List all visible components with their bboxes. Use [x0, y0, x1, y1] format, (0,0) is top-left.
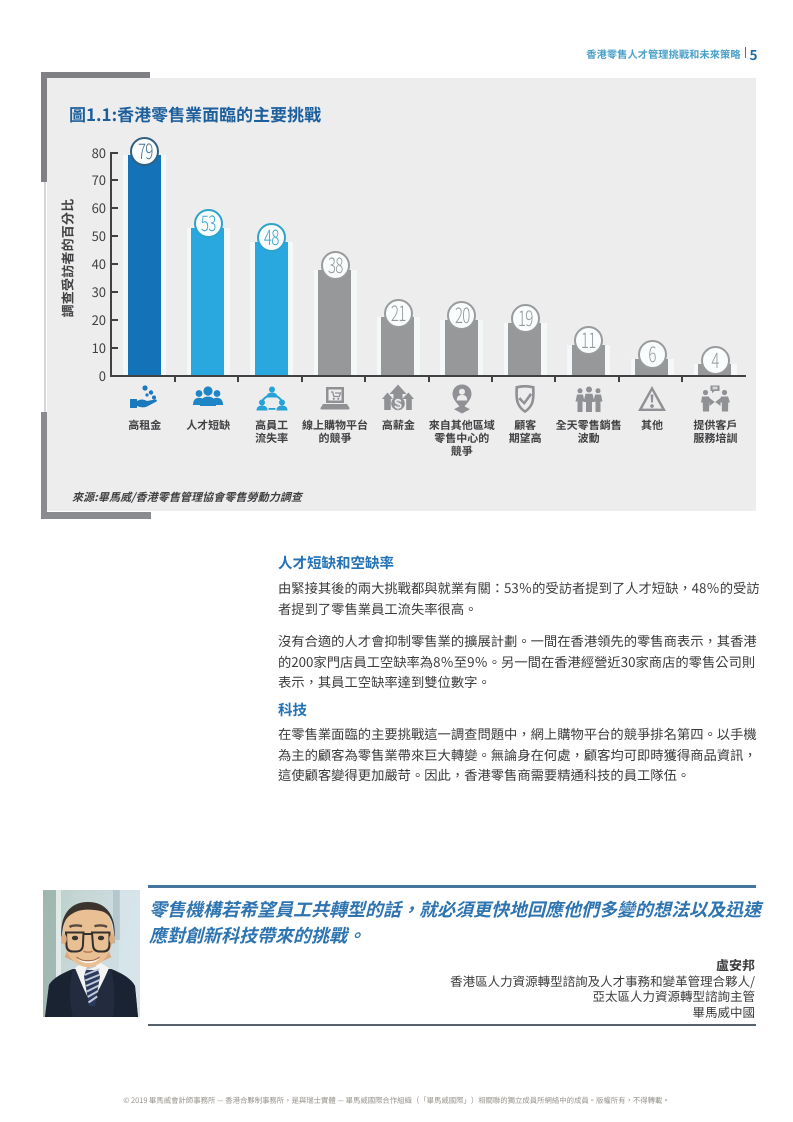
- svg-text:$: $: [395, 396, 403, 411]
